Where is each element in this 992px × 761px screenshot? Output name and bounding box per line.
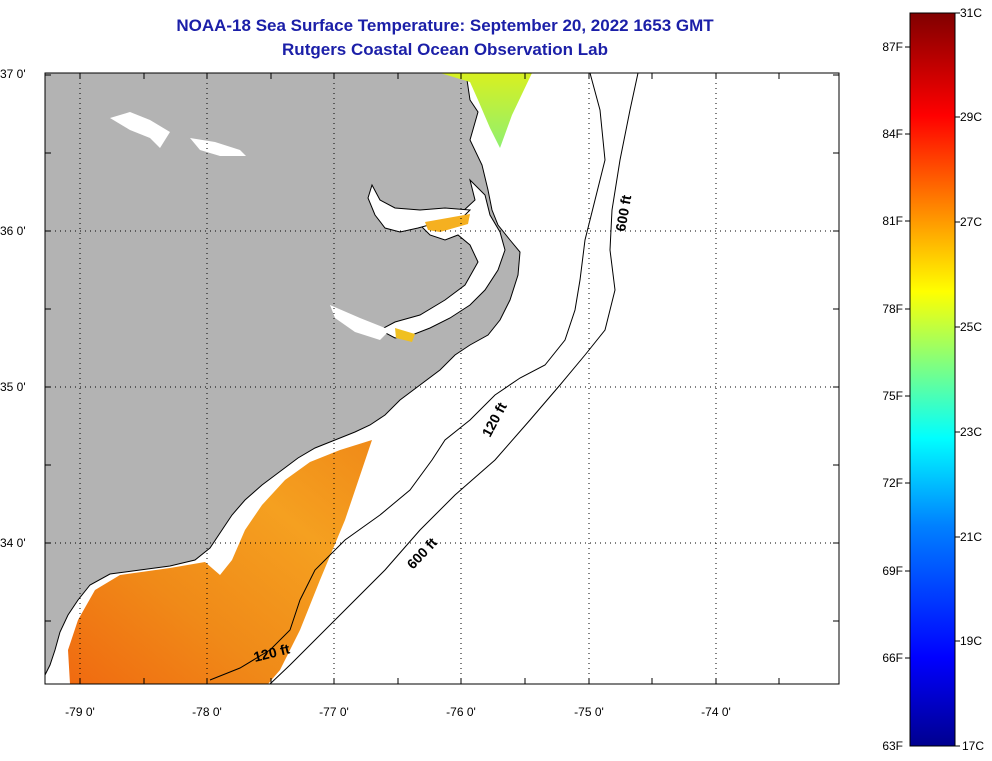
colorbar-f-87: 87F <box>882 40 903 54</box>
colorbar-c-29: 29C <box>960 110 982 124</box>
colorbar-c-25: 25C <box>960 320 982 334</box>
contour-label-600ft-north: 600 ft <box>612 193 634 232</box>
colorbar-f-78: 78F <box>882 302 903 316</box>
colorbar-ticks <box>905 12 960 747</box>
lon-label-74: -74 0' <box>701 705 731 719</box>
lat-label-34: 34 0' <box>0 536 26 550</box>
colorbar-f-75: 75F <box>882 389 903 403</box>
colorbar-f-81: 81F <box>882 214 903 228</box>
colorbar-c-27: 27C <box>960 215 982 229</box>
isobath-600ft <box>269 73 639 684</box>
lat-label-35: 35 0' <box>0 380 26 394</box>
sst-estuary-patch <box>395 328 415 342</box>
pamlico-sound <box>378 178 506 339</box>
lon-label-78: -78 0' <box>192 705 222 719</box>
lon-label-77: -77 0' <box>319 705 349 719</box>
lat-label-37: 37 0' <box>0 67 26 81</box>
sst-swath-north <box>440 73 532 148</box>
map-subtitle: Rutgers Coastal Ocean Observation Lab <box>282 40 608 59</box>
colorbar-c-17: 17C <box>962 739 984 753</box>
lon-label-75: -75 0' <box>574 705 604 719</box>
colorbar-f-72: 72F <box>882 476 903 490</box>
map-frame <box>44 72 840 685</box>
colorbar-f-66: 66F <box>882 651 903 665</box>
lon-label-79: -79 0' <box>65 705 95 719</box>
colorbar-c-23: 23C <box>960 425 982 439</box>
graticule <box>45 73 839 684</box>
colorbar-f-63: 63F <box>882 739 903 753</box>
colorbar-f-69: 69F <box>882 564 903 578</box>
colorbar-c-19: 19C <box>960 634 982 648</box>
sst-sound-patch <box>425 214 470 232</box>
colorbar-c-21: 21C <box>960 530 982 544</box>
sst-swath-south <box>68 440 372 684</box>
lon-label-76: -76 0' <box>446 705 476 719</box>
colorbar-f-84: 84F <box>882 127 903 141</box>
lake-east <box>110 112 170 148</box>
colorbar <box>909 12 956 747</box>
colorbar-c-31: 31C <box>960 6 982 20</box>
estuary <box>330 305 390 340</box>
isobath-120ft <box>209 73 606 681</box>
lake-west <box>190 138 246 156</box>
axis-ticks <box>45 73 839 684</box>
lat-label-36: 36 0' <box>0 224 26 238</box>
map-title: NOAA-18 Sea Surface Temperature: Septemb… <box>176 16 714 35</box>
